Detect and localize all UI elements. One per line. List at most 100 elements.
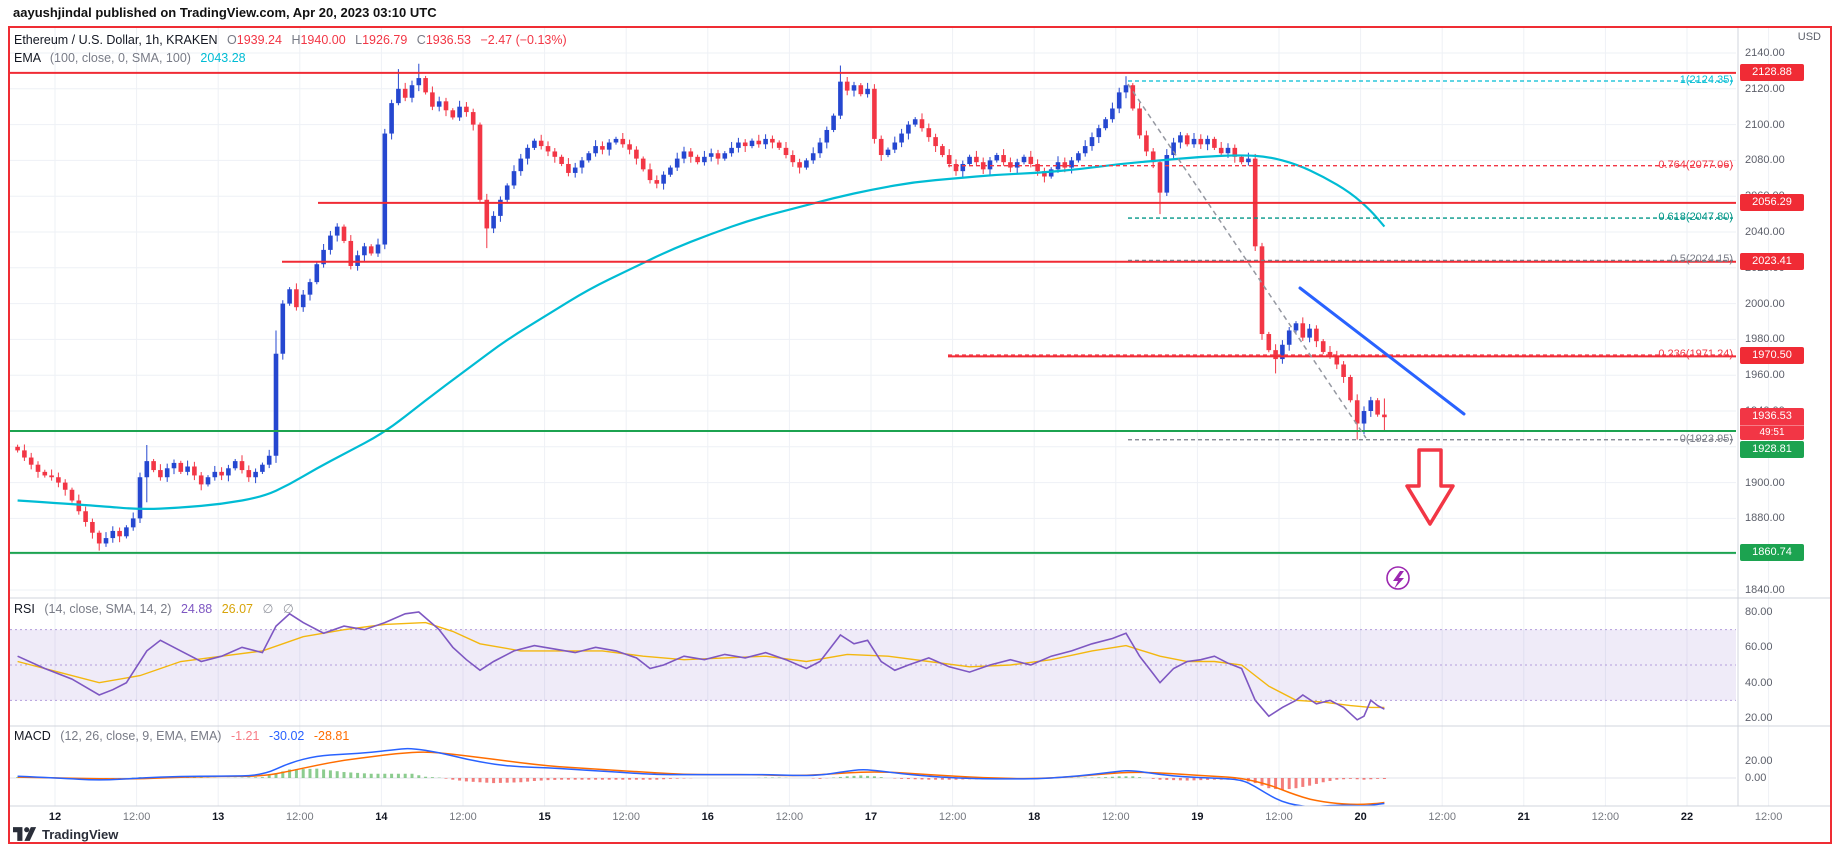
macd-histogram-bar <box>947 778 951 780</box>
candle <box>22 444 27 461</box>
candle <box>1286 327 1292 351</box>
macd-histogram-bar <box>1274 778 1278 790</box>
fib-trend-segment[interactable] <box>1127 83 1367 439</box>
candle <box>865 82 870 98</box>
candle <box>708 148 714 162</box>
candle <box>423 75 428 95</box>
candle <box>103 532 109 547</box>
candle <box>776 140 782 151</box>
candle-body <box>885 149 891 156</box>
macd-histogram-bar <box>900 778 904 779</box>
candle-body <box>844 81 850 91</box>
rsi-band-hidden-2: ∅ <box>282 602 294 616</box>
candle <box>606 139 612 156</box>
price-axis-label: 2100.00 <box>1745 118 1785 131</box>
macd-histogram-bar <box>587 778 591 780</box>
macd-histogram-bar <box>859 775 863 778</box>
time-axis-label: 14 <box>375 811 388 823</box>
macd-histogram-bar <box>1287 778 1291 790</box>
rsi-legend: RSI (14, close, SMA, 14, 2) 24.88 26.07 … <box>14 601 294 616</box>
candle-body <box>90 521 95 533</box>
candle <box>1028 150 1034 168</box>
macd-axis-label: 20.00 <box>1745 755 1773 767</box>
candle-body <box>1320 341 1326 352</box>
candle-body <box>892 142 898 150</box>
candle <box>654 175 660 189</box>
candle <box>430 86 435 111</box>
candle <box>1266 331 1272 353</box>
candle-body <box>1198 138 1204 145</box>
tradingview-logo[interactable] <box>13 827 37 841</box>
candle <box>1103 117 1108 131</box>
candle-body <box>831 115 836 130</box>
candle-body <box>1300 323 1306 338</box>
candle <box>1361 406 1367 435</box>
macd-histogram-bar <box>580 778 584 780</box>
footer-brand[interactable]: TradingView <box>42 826 119 842</box>
currency-label[interactable]: USD <box>1797 31 1821 43</box>
macd-histogram-bar <box>1348 778 1352 779</box>
fib-level-label: 0(1923.95) <box>1679 432 1733 445</box>
candle <box>158 464 163 481</box>
candle <box>117 527 122 543</box>
macd-histogram-bar <box>1301 778 1305 787</box>
ema-name[interactable]: EMA <box>14 51 41 65</box>
descending-trendline[interactable] <box>1298 286 1466 416</box>
candle <box>266 449 272 469</box>
candle-body <box>919 119 925 129</box>
candle-body <box>423 78 428 93</box>
candle <box>62 479 68 496</box>
candle <box>232 458 238 471</box>
rsi-name[interactable]: RSI <box>14 602 35 616</box>
macd-histogram-bar <box>546 778 550 781</box>
candle <box>1008 157 1013 173</box>
candle-body <box>1212 138 1217 148</box>
candle-body <box>130 518 136 528</box>
price-badge-value: 1860.74 <box>1752 545 1792 558</box>
candle-body <box>334 226 340 236</box>
candle <box>838 65 843 120</box>
macd-histogram-bar <box>267 775 271 778</box>
candle <box>661 171 666 190</box>
down-arrow[interactable] <box>1405 448 1455 526</box>
candle-body <box>906 124 911 134</box>
macd-histogram-bar <box>1376 778 1380 779</box>
candle <box>15 444 20 453</box>
time-axis-label: 12:00 <box>122 811 151 823</box>
candle-body <box>974 156 979 163</box>
candle <box>239 455 245 474</box>
candle-body <box>994 155 1000 161</box>
candle <box>300 289 306 312</box>
candle <box>341 224 347 244</box>
macd-histogram-bar <box>451 778 455 780</box>
candle <box>749 138 755 149</box>
candle-body <box>1314 328 1319 342</box>
candle-body <box>239 461 245 471</box>
candle-body <box>1259 246 1265 335</box>
symbol-title[interactable]: Ethereum / U.S. Dollar, 1h, KRAKEN <box>14 33 218 47</box>
candle <box>280 300 286 360</box>
macd-histogram-bar <box>845 776 849 778</box>
macd-signal-value: -28.81 <box>313 729 350 743</box>
candle <box>1341 361 1346 383</box>
candle <box>1014 158 1020 174</box>
candle <box>1232 144 1238 163</box>
macd-histogram-bar <box>594 778 598 780</box>
macd-histogram-bar <box>1178 778 1182 781</box>
macd-histogram-bar <box>1328 778 1332 781</box>
price-badge: 1860.74 <box>1740 543 1804 561</box>
candle <box>362 242 367 262</box>
macd-histogram-bar <box>498 778 502 783</box>
candle <box>348 235 354 270</box>
candle-body <box>756 140 762 145</box>
candle-body <box>212 471 218 478</box>
lightning-icon[interactable] <box>1386 566 1410 590</box>
candle-body <box>518 158 524 172</box>
candle-body <box>933 137 938 147</box>
candle <box>912 117 918 127</box>
macd-name[interactable]: MACD <box>14 729 51 743</box>
candle-body <box>736 142 741 148</box>
candle-body <box>164 468 170 478</box>
